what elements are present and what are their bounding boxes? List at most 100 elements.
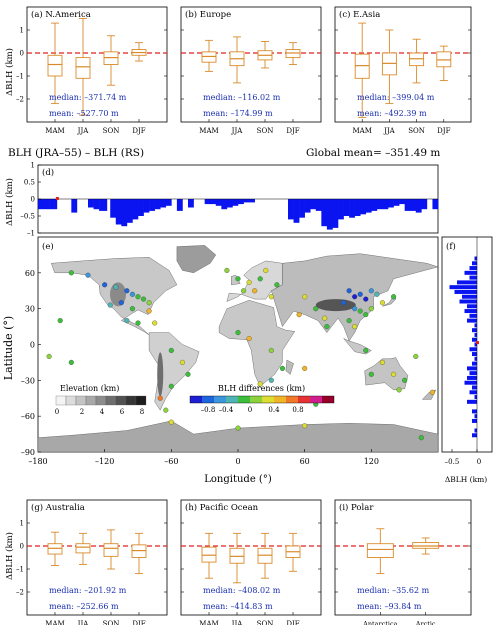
station-point xyxy=(124,288,130,294)
latitude-bar xyxy=(464,380,477,385)
y-tick-label: –90 xyxy=(21,448,35,457)
station-point xyxy=(268,377,274,383)
elevation-tick-label: 0 xyxy=(55,408,59,416)
x-tick-label: 120 xyxy=(364,457,379,466)
station-point xyxy=(146,300,152,306)
latitude-bar xyxy=(474,356,477,361)
box xyxy=(103,543,119,557)
station-point xyxy=(346,318,352,324)
station-point xyxy=(235,330,241,336)
dblh-area-segment xyxy=(404,199,411,211)
dblh-area-segment xyxy=(249,199,255,203)
elevation-swatch xyxy=(135,395,147,406)
x-tick-label: SON xyxy=(408,127,425,135)
x-tick-label: JJA xyxy=(383,127,396,135)
latitude-axis-label: Latitude (°) xyxy=(2,316,15,380)
station-point xyxy=(168,347,174,354)
median-annotation: median: –35.62 m xyxy=(357,586,430,595)
box xyxy=(75,543,91,554)
dblh-area-segment xyxy=(388,199,394,208)
station-point xyxy=(413,353,419,359)
station-point xyxy=(274,282,280,288)
blh-swatch xyxy=(214,396,226,403)
station-point xyxy=(302,423,308,429)
x-tick-label: –180 xyxy=(28,457,47,466)
station-point xyxy=(146,308,152,314)
station-point xyxy=(357,291,363,297)
dblh-area-segment xyxy=(410,199,417,211)
longitude-axis-label: Longitude (°) xyxy=(204,474,272,485)
dblh-area-segment xyxy=(221,199,228,210)
y-tick-label: –30 xyxy=(21,376,35,385)
y-tick-label: –0.5 xyxy=(20,213,35,221)
x-tick-label: DJF xyxy=(437,127,450,135)
station-point xyxy=(363,312,369,318)
elevation-legend-title: Elevation (km) xyxy=(60,384,119,393)
box xyxy=(75,57,91,79)
y-tick-label: 1 xyxy=(20,27,24,35)
y-tick-label: 0 xyxy=(30,341,35,350)
mean-annotation: mean: –174.99 m xyxy=(203,109,273,118)
andes xyxy=(157,352,164,397)
latitude-bar xyxy=(474,332,477,337)
x-tick-label: –120 xyxy=(95,457,114,466)
red-point-marker xyxy=(476,341,479,345)
figure-title: BLH (JRA–55) – BLH (RS) xyxy=(8,147,144,159)
panel-frame xyxy=(441,236,493,453)
dblh-area-segment xyxy=(154,199,161,210)
blh-swatch xyxy=(322,396,334,403)
station-point xyxy=(246,279,252,285)
station-point xyxy=(246,335,252,342)
panel-g-australia: 1 0 –1 –2 MAM JJA SON DJF (g) Australia median: –… xyxy=(16,499,168,625)
y-tick-label: 0.5 xyxy=(24,179,35,187)
station-point xyxy=(129,306,135,312)
station-point xyxy=(46,353,52,359)
dblh-area-segment xyxy=(121,199,128,227)
blh-swatch xyxy=(202,396,214,403)
blh-swatch xyxy=(262,396,274,403)
station-point xyxy=(418,435,424,441)
dblh-area-segment xyxy=(421,199,428,210)
dblh-area-segment xyxy=(93,199,100,210)
latitude-bar xyxy=(474,414,477,419)
blh-tick-label: –0.8 xyxy=(201,406,216,414)
mean-annotation: mean: –527.70 m xyxy=(49,109,119,118)
dblh-area-segment xyxy=(238,199,244,205)
station-point xyxy=(379,359,385,365)
panel-h-pacific-ocean: MAM JJA SON DJF (h) Pacific Ocean median: –40… xyxy=(180,499,322,625)
mean-annotation: mean: –414.83 m xyxy=(203,602,273,611)
station-point xyxy=(257,276,263,282)
dblh-area-segment xyxy=(332,199,339,228)
latitude-bar xyxy=(469,275,477,280)
station-point xyxy=(168,419,174,425)
blh-swatch xyxy=(286,396,298,403)
station-point xyxy=(141,296,147,302)
x-tick-label: MAM xyxy=(45,127,64,135)
station-point xyxy=(396,387,402,393)
elevation-swatch xyxy=(115,395,127,406)
dblh-area-segment xyxy=(232,199,239,206)
panel-frame xyxy=(180,6,322,123)
station-point xyxy=(402,377,408,383)
panel-title: (a) N.America xyxy=(31,9,91,20)
station-point xyxy=(352,324,358,330)
box xyxy=(366,543,394,558)
latitude-bar xyxy=(469,313,477,318)
panel-d-dblh-longitude: 1 0.5 0 –0.5 –1 (d) xyxy=(20,162,439,238)
latitude-bar xyxy=(474,342,477,347)
station-point xyxy=(368,306,374,312)
station-point xyxy=(124,318,130,324)
dblh-area-segment xyxy=(304,199,311,213)
dblh-area-segment xyxy=(299,199,305,218)
latitude-bar xyxy=(472,361,477,366)
station-point xyxy=(391,294,397,300)
x-tick-label: JJA xyxy=(77,620,90,625)
dblh-area-segment xyxy=(360,199,367,215)
dblh-area-segment xyxy=(365,199,372,213)
latitude-bar xyxy=(462,294,477,299)
elevation-swatch xyxy=(55,395,67,406)
latitude-bar xyxy=(464,309,477,314)
x-tick-label: Antarctica xyxy=(362,620,397,625)
dblh-area-segment xyxy=(49,199,58,210)
